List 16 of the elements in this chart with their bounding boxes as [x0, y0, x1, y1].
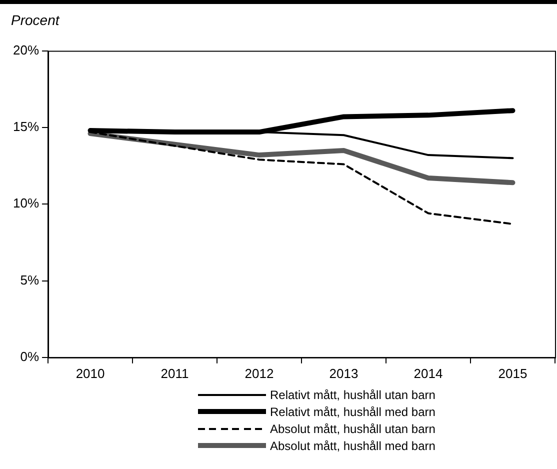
y-tick-label: 10%: [12, 196, 40, 211]
legend-label: Absolut mått, hushåll utan barn: [270, 422, 436, 436]
x-tick-label: 2012: [244, 366, 274, 381]
y-axis-title: Procent: [11, 12, 60, 28]
legend-label: Relativt mått, hushåll utan barn: [270, 388, 436, 402]
y-tick-label: 0%: [20, 348, 40, 364]
y-tick-label: 5%: [20, 272, 40, 288]
x-tick-label: 2014: [414, 366, 443, 381]
x-tick-label: 2011: [160, 366, 189, 381]
y-tick-label: 20%: [12, 42, 40, 58]
legend-label: Relativt mått, hushåll med barn: [270, 404, 436, 418]
legend-label: Absolut mått, hushåll med barn: [270, 438, 436, 452]
y-tick-label: 15%: [12, 119, 40, 134]
x-tick-label: 2013: [329, 366, 358, 381]
x-tick-label: 2010: [76, 366, 105, 381]
x-tick-label: 2015: [498, 366, 528, 381]
